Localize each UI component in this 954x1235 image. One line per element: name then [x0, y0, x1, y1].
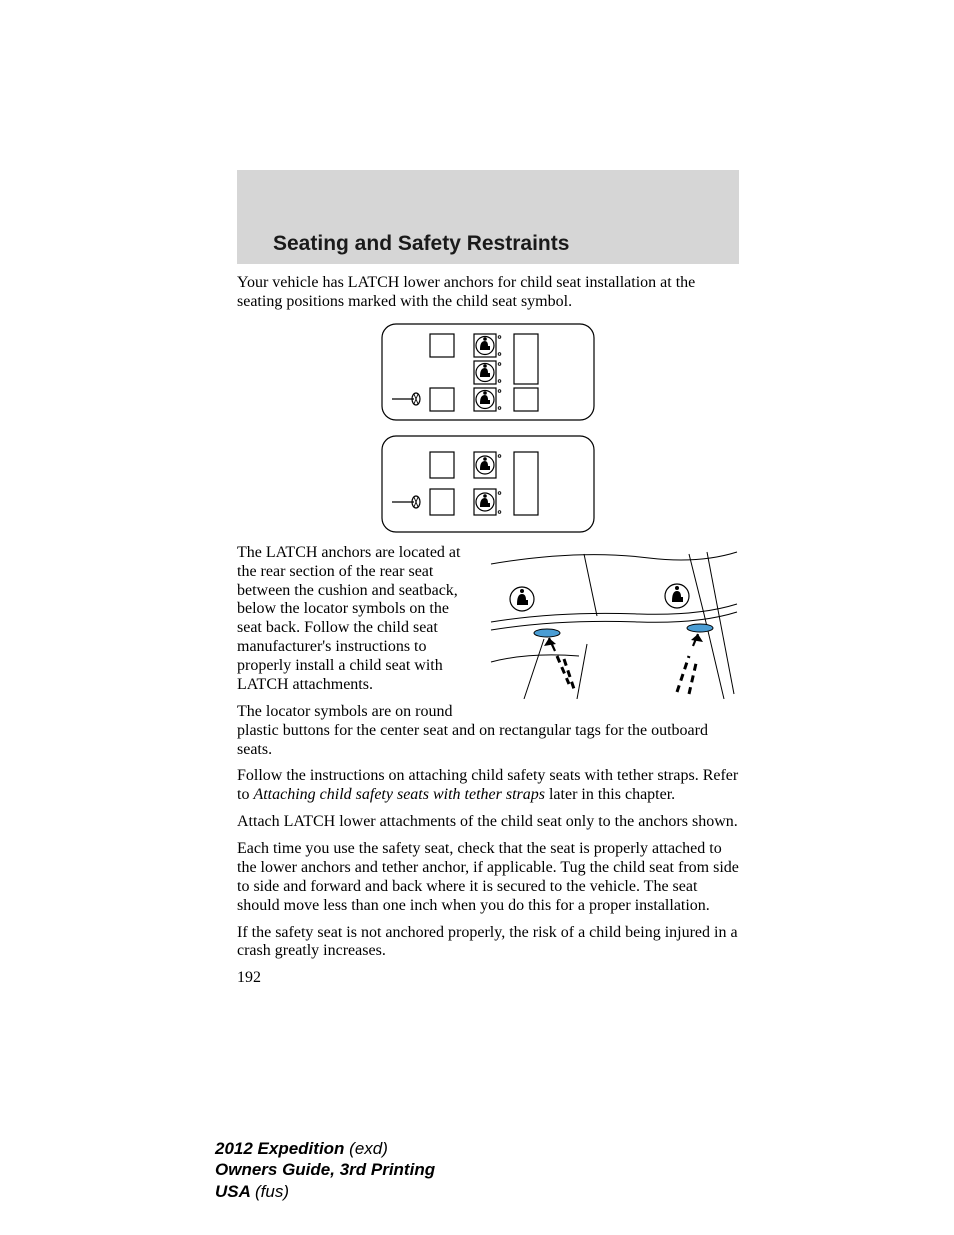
tether-ref-italic: Attaching child safety seats with tether…	[253, 786, 545, 803]
seating-diagram-2row	[237, 432, 739, 536]
para-tether-b: later in this chapter.	[545, 786, 675, 803]
seat-layout-svg-2row	[378, 432, 598, 536]
section-title: Seating and Safety Restraints	[273, 232, 739, 256]
para-tether: Follow the instructions on attaching chi…	[237, 767, 739, 805]
page-number: 192	[237, 969, 739, 988]
footer-model: 2012 Expedition	[215, 1139, 349, 1158]
para-risk: If the safety seat is not anchored prope…	[237, 924, 739, 962]
footer-line-1: 2012 Expedition (exd)	[215, 1138, 954, 1159]
latch-anchor-description-block: The LATCH anchors are located at the rea…	[237, 544, 739, 760]
para-locator-symbols: The locator symbols are on round plastic…	[237, 703, 739, 760]
anchor-location-svg	[489, 544, 739, 699]
para-attach: Attach LATCH lower attachments of the ch…	[237, 813, 739, 832]
seating-diagram-3row	[237, 320, 739, 424]
footer-code-exd: (exd)	[349, 1139, 388, 1158]
page-content: Your vehicle has LATCH lower anchors for…	[237, 274, 739, 988]
footer-code-fus: (fus)	[255, 1182, 289, 1201]
para-check: Each time you use the safety seat, check…	[237, 840, 739, 916]
footer-region: USA	[215, 1182, 255, 1201]
rear-seat-anchor-illustration	[489, 544, 739, 705]
footer-line-2: Owners Guide, 3rd Printing	[215, 1159, 954, 1180]
seat-layout-svg-3row	[378, 320, 598, 424]
section-header-band: Seating and Safety Restraints	[237, 170, 739, 264]
intro-paragraph: Your vehicle has LATCH lower anchors for…	[237, 274, 739, 312]
footer-block: 2012 Expedition (exd) Owners Guide, 3rd …	[215, 1138, 954, 1202]
footer-line-3: USA (fus)	[215, 1181, 954, 1202]
